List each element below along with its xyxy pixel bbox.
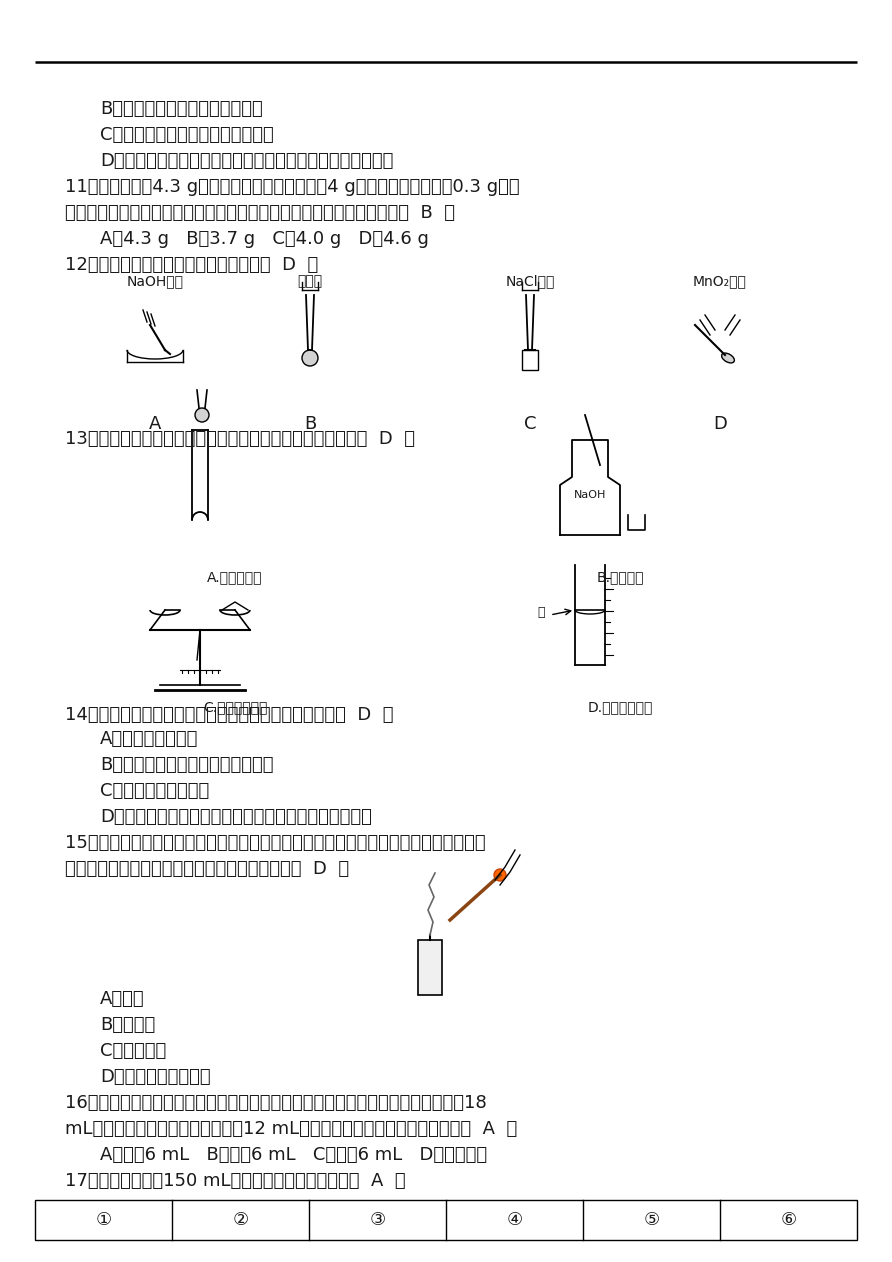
Text: 17．实验室加热约150 mL液体，可以使用的仪器是（  A  ）: 17．实验室加热约150 mL液体，可以使用的仪器是（ A ） bbox=[65, 1172, 406, 1190]
Text: 13．规范的操作是实验成功的保证，下列实验操作正确的是（  D  ）: 13．规范的操作是实验成功的保证，下列实验操作正确的是（ D ） bbox=[65, 430, 415, 448]
Bar bbox=[418, 940, 442, 994]
Text: A．4.3 g   B．3.7 g   C．4.0 g   D．4.6 g: A．4.3 g B．3.7 g C．4.0 g D．4.6 g bbox=[100, 230, 429, 249]
Text: ②: ② bbox=[233, 1212, 249, 1229]
Text: 14．学校安全无小事，下列做法可能造成安全事故的是（  D  ）: 14．学校安全无小事，下列做法可能造成安全事故的是（ D ） bbox=[65, 705, 393, 724]
Text: A: A bbox=[149, 415, 161, 433]
Text: NaOH: NaOH bbox=[574, 490, 607, 500]
Circle shape bbox=[302, 350, 318, 366]
Text: ⑥: ⑥ bbox=[780, 1212, 797, 1229]
Text: A．扇闻气体的气味: A．扇闻气体的气味 bbox=[100, 729, 198, 748]
Text: B．取用块状固体时可直接用手拿: B．取用块状固体时可直接用手拿 bbox=[100, 100, 263, 119]
Text: D．给试管内的液体加热时，试管口对着自己不对着别人: D．给试管内的液体加热时，试管口对着自己不对着别人 bbox=[100, 808, 372, 827]
Text: 烟，便能使蜡烛复燃，如图所示。此白烟可能是（  D  ）: 烟，便能使蜡烛复燃，如图所示。此白烟可能是（ D ） bbox=[65, 859, 349, 878]
Text: A.加入大理石: A.加入大理石 bbox=[207, 570, 263, 584]
Text: mL；倒出部分液体后，俯视读数为12 mL，则小聪同学实际倒出的液体体积（  A  ）: mL；倒出部分液体后，俯视读数为12 mL，则小聪同学实际倒出的液体体积（ A … bbox=[65, 1119, 517, 1138]
Bar bbox=[35, 1200, 857, 1241]
Text: ①: ① bbox=[95, 1212, 112, 1229]
Text: C: C bbox=[524, 415, 536, 433]
Text: 11．某同学称取4.3 g蔗糖，他在左边托盘上放了4 g砝码，又把游码移到0.3 g处，: 11．某同学称取4.3 g蔗糖，他在左边托盘上放了4 g砝码，又把游码移到0.3… bbox=[65, 178, 520, 196]
Text: D.量取水的体积: D.量取水的体积 bbox=[587, 700, 653, 714]
Circle shape bbox=[494, 870, 506, 881]
Text: ④: ④ bbox=[507, 1212, 523, 1229]
Text: C．用灯帽盖灭酒精灯: C．用灯帽盖灭酒精灯 bbox=[100, 782, 210, 800]
Text: ⑤: ⑤ bbox=[643, 1212, 659, 1229]
Text: B: B bbox=[304, 415, 316, 433]
Text: C.称粗盐的质量: C.称粗盐的质量 bbox=[202, 700, 268, 714]
Text: 12．下列取用固体药品的操作正确的是（  D  ）: 12．下列取用固体药品的操作正确的是（ D ） bbox=[65, 256, 318, 274]
Text: NaOH固体: NaOH固体 bbox=[127, 274, 184, 288]
Text: C．二氧化碳: C．二氧化碳 bbox=[100, 1042, 166, 1060]
Text: D．为了便于观察，给试管里的液体加热时试管口应对着自己: D．为了便于观察，给试管里的液体加热时试管口应对着自己 bbox=[100, 151, 393, 170]
Text: 👁: 👁 bbox=[538, 607, 545, 620]
Text: NaCl固体: NaCl固体 bbox=[505, 274, 555, 288]
Ellipse shape bbox=[722, 353, 734, 363]
Text: B．先预热，再给试管内的物质加热: B．先预热，再给试管内的物质加热 bbox=[100, 756, 274, 774]
Text: A．大于6 mL   B．小于6 mL   C．等于6 mL   D．无法判断: A．大于6 mL B．小于6 mL C．等于6 mL D．无法判断 bbox=[100, 1146, 487, 1164]
Text: MnO₂粉末: MnO₂粉末 bbox=[693, 274, 747, 288]
Text: 15．蜡烛的主要成分是石蜡，刚熄灭时，烛芯会冒出一缕白烟。燃着的火柴只要碰到白: 15．蜡烛的主要成分是石蜡，刚熄灭时，烛芯会冒出一缕白烟。燃着的火柴只要碰到白 bbox=[65, 834, 485, 852]
Text: B.取用烧碱: B.取用烧碱 bbox=[596, 570, 644, 584]
Text: 然后在右边托盘上加蔗糖直到天平平衡。这时托盘上蔗糖的实际质量是（  B  ）: 然后在右边托盘上加蔗糖直到天平平衡。这时托盘上蔗糖的实际质量是（ B ） bbox=[65, 204, 455, 222]
Text: B．水蒸气: B．水蒸气 bbox=[100, 1016, 155, 1034]
Text: D．石蜡的固体小颗粒: D．石蜡的固体小颗粒 bbox=[100, 1068, 211, 1087]
Circle shape bbox=[195, 408, 209, 422]
Text: D: D bbox=[713, 415, 727, 433]
Text: ③: ③ bbox=[369, 1212, 385, 1229]
Text: C．加热后的试管应立即用冷水冲洗: C．加热后的试管应立即用冷水冲洗 bbox=[100, 126, 274, 144]
Text: 大理石: 大理石 bbox=[297, 274, 323, 288]
Text: 16．小聪同学用量筒量取液体体积时，将量筒平稳地放置在实验台上，仰视读数为18: 16．小聪同学用量筒量取液体体积时，将量筒平稳地放置在实验台上，仰视读数为18 bbox=[65, 1094, 487, 1112]
Text: A．氮气: A．氮气 bbox=[100, 989, 145, 1008]
Bar bbox=[522, 350, 538, 370]
